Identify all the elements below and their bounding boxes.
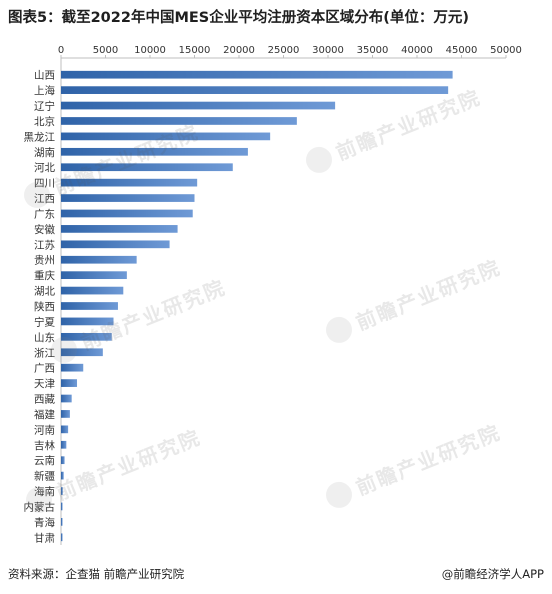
y-tick-label: 宁夏 (34, 315, 55, 328)
y-tick-label: 西藏 (34, 394, 55, 406)
y-tick-label: 辽宁 (34, 100, 55, 113)
y-tick-label: 青海 (34, 516, 55, 529)
bar (61, 394, 72, 403)
bar (61, 363, 84, 372)
brand-note: @前瞻经济学人APP (441, 567, 544, 581)
bar (61, 70, 453, 79)
y-tick-label: 吉林 (34, 439, 55, 452)
y-tick-label: 江西 (34, 193, 55, 205)
y-tick-label: 四川 (34, 178, 55, 190)
bar (61, 286, 124, 295)
y-tick-label: 湖北 (34, 286, 55, 298)
bar (61, 302, 118, 310)
y-tick-label: 重庆 (34, 269, 55, 282)
y-tick-label: 贵州 (34, 254, 55, 267)
bar (61, 425, 69, 434)
y-tick-label: 福建 (34, 408, 55, 421)
x-tick-label: 40000 (401, 45, 433, 56)
y-tick-label: 云南 (34, 454, 55, 467)
y-tick-label: 天津 (34, 378, 55, 390)
bars (61, 70, 453, 542)
y-tick-label: 上海 (34, 84, 55, 97)
bar (61, 317, 114, 326)
y-tick-label: 陕西 (34, 300, 55, 313)
x-tick-label: 15000 (179, 45, 211, 56)
bar (61, 225, 178, 233)
y-tick-label: 甘肃 (34, 531, 55, 544)
bar (61, 471, 64, 480)
x-tick-label: 10000 (134, 45, 166, 56)
source-note: 资料来源：企查猫 前瞻产业研究院 (8, 567, 185, 581)
bar (61, 132, 271, 141)
y-tick-label: 安徽 (34, 223, 55, 236)
bar (61, 255, 137, 264)
bar (61, 379, 78, 387)
bar (61, 487, 63, 495)
y-axis: 山西上海辽宁北京黑龙江湖南河北四川江西广东安徽江苏贵州重庆湖北陕西宁夏山东浙江广… (24, 58, 62, 545)
y-tick-label: 内蒙古 (24, 500, 56, 513)
bar (61, 101, 336, 110)
bar (61, 117, 297, 125)
x-tick-label: 5000 (93, 45, 118, 56)
bar (61, 456, 65, 465)
y-tick-label: 山东 (34, 331, 55, 344)
y-tick-label: 河北 (34, 162, 55, 174)
bar (61, 348, 103, 357)
x-tick-label: 50000 (490, 45, 522, 56)
x-tick-label: 25000 (268, 45, 300, 56)
x-axis: 0 5000 10000 15000 20000 25000 30000 35000 40000… (58, 45, 522, 59)
y-tick-label: 湖南 (34, 146, 55, 159)
y-tick-label: 新疆 (34, 470, 55, 483)
y-tick-label: 浙江 (34, 347, 55, 359)
bar (61, 502, 63, 511)
y-tick-label: 广西 (34, 363, 55, 375)
y-tick-label: 海南 (34, 485, 55, 498)
bar (61, 147, 248, 156)
bar (61, 518, 63, 526)
x-tick-label: 30000 (312, 45, 344, 56)
bar (61, 332, 112, 341)
bar (61, 163, 233, 172)
x-tick-label: 20000 (223, 45, 255, 56)
bar (61, 440, 67, 449)
x-tick-label: 35000 (357, 45, 389, 56)
x-tick-label: 45000 (446, 45, 478, 56)
bar (61, 533, 63, 542)
bar (61, 86, 449, 94)
bar (61, 271, 127, 280)
bar (61, 240, 170, 249)
chart-title: 图表5：截至2022年中国MES企业平均注册资本区域分布(单位：万元) (8, 10, 469, 26)
bar (61, 410, 70, 418)
y-tick-label: 广东 (34, 207, 55, 220)
x-tick-label: 0 (58, 45, 64, 56)
y-tick-label: 河南 (34, 423, 55, 436)
y-tick-label: 江苏 (34, 238, 55, 251)
y-tick-label: 黑龙江 (24, 130, 56, 143)
bar (61, 209, 193, 218)
y-tick-label: 北京 (34, 115, 55, 128)
bar (61, 194, 195, 202)
y-tick-label: 山西 (34, 70, 55, 82)
bar (61, 178, 198, 187)
